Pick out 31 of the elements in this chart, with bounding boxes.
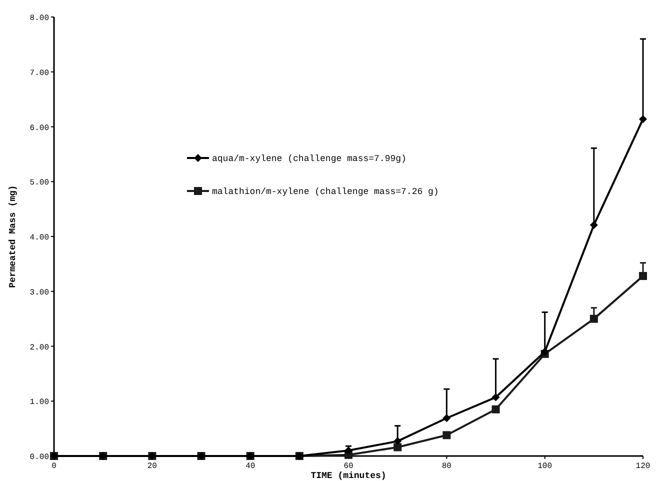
x-tick-label: 20 — [147, 462, 158, 471]
x-tick-label: 40 — [246, 462, 256, 471]
point — [492, 393, 500, 402]
point — [394, 443, 402, 452]
y-tick-label: 7.00 — [30, 68, 50, 78]
point — [344, 446, 352, 455]
y-tick-label: 8.00 — [30, 14, 50, 23]
x-tick-label: 60 — [344, 462, 354, 471]
y-tick-label: 1.00 — [30, 398, 50, 408]
x-tick-label: 80 — [442, 462, 452, 471]
point — [442, 414, 451, 422]
y-tick-label: 4.00 — [30, 234, 50, 242]
y-axis-title: Permeated Mass (mg) — [8, 185, 18, 288]
legend-label: aqua/m-xylene (challenge mass=7.99g) — [212, 154, 406, 164]
point — [394, 437, 402, 446]
x-tick-label: 100 — [538, 462, 552, 471]
point — [639, 272, 647, 280]
x-axis-title: TIME (minutes) — [310, 471, 386, 481]
y-tick-label: 0.00 — [30, 453, 50, 462]
x-tick-label: 0 — [52, 462, 57, 471]
point — [639, 115, 647, 124]
x-tick-label: 120 — [636, 462, 650, 471]
point — [590, 314, 598, 323]
y-tick-label: 2.00 — [30, 343, 50, 352]
y-tick-label: 3.00 — [30, 288, 50, 298]
point — [442, 431, 451, 440]
point — [492, 405, 500, 414]
y-tick-label: 5.00 — [30, 178, 50, 188]
y-tick-label: 6.00 — [30, 124, 50, 133]
legend-label: malathion/m-xylene (challenge mass=7.26 g) — [212, 187, 439, 197]
point — [590, 220, 598, 229]
